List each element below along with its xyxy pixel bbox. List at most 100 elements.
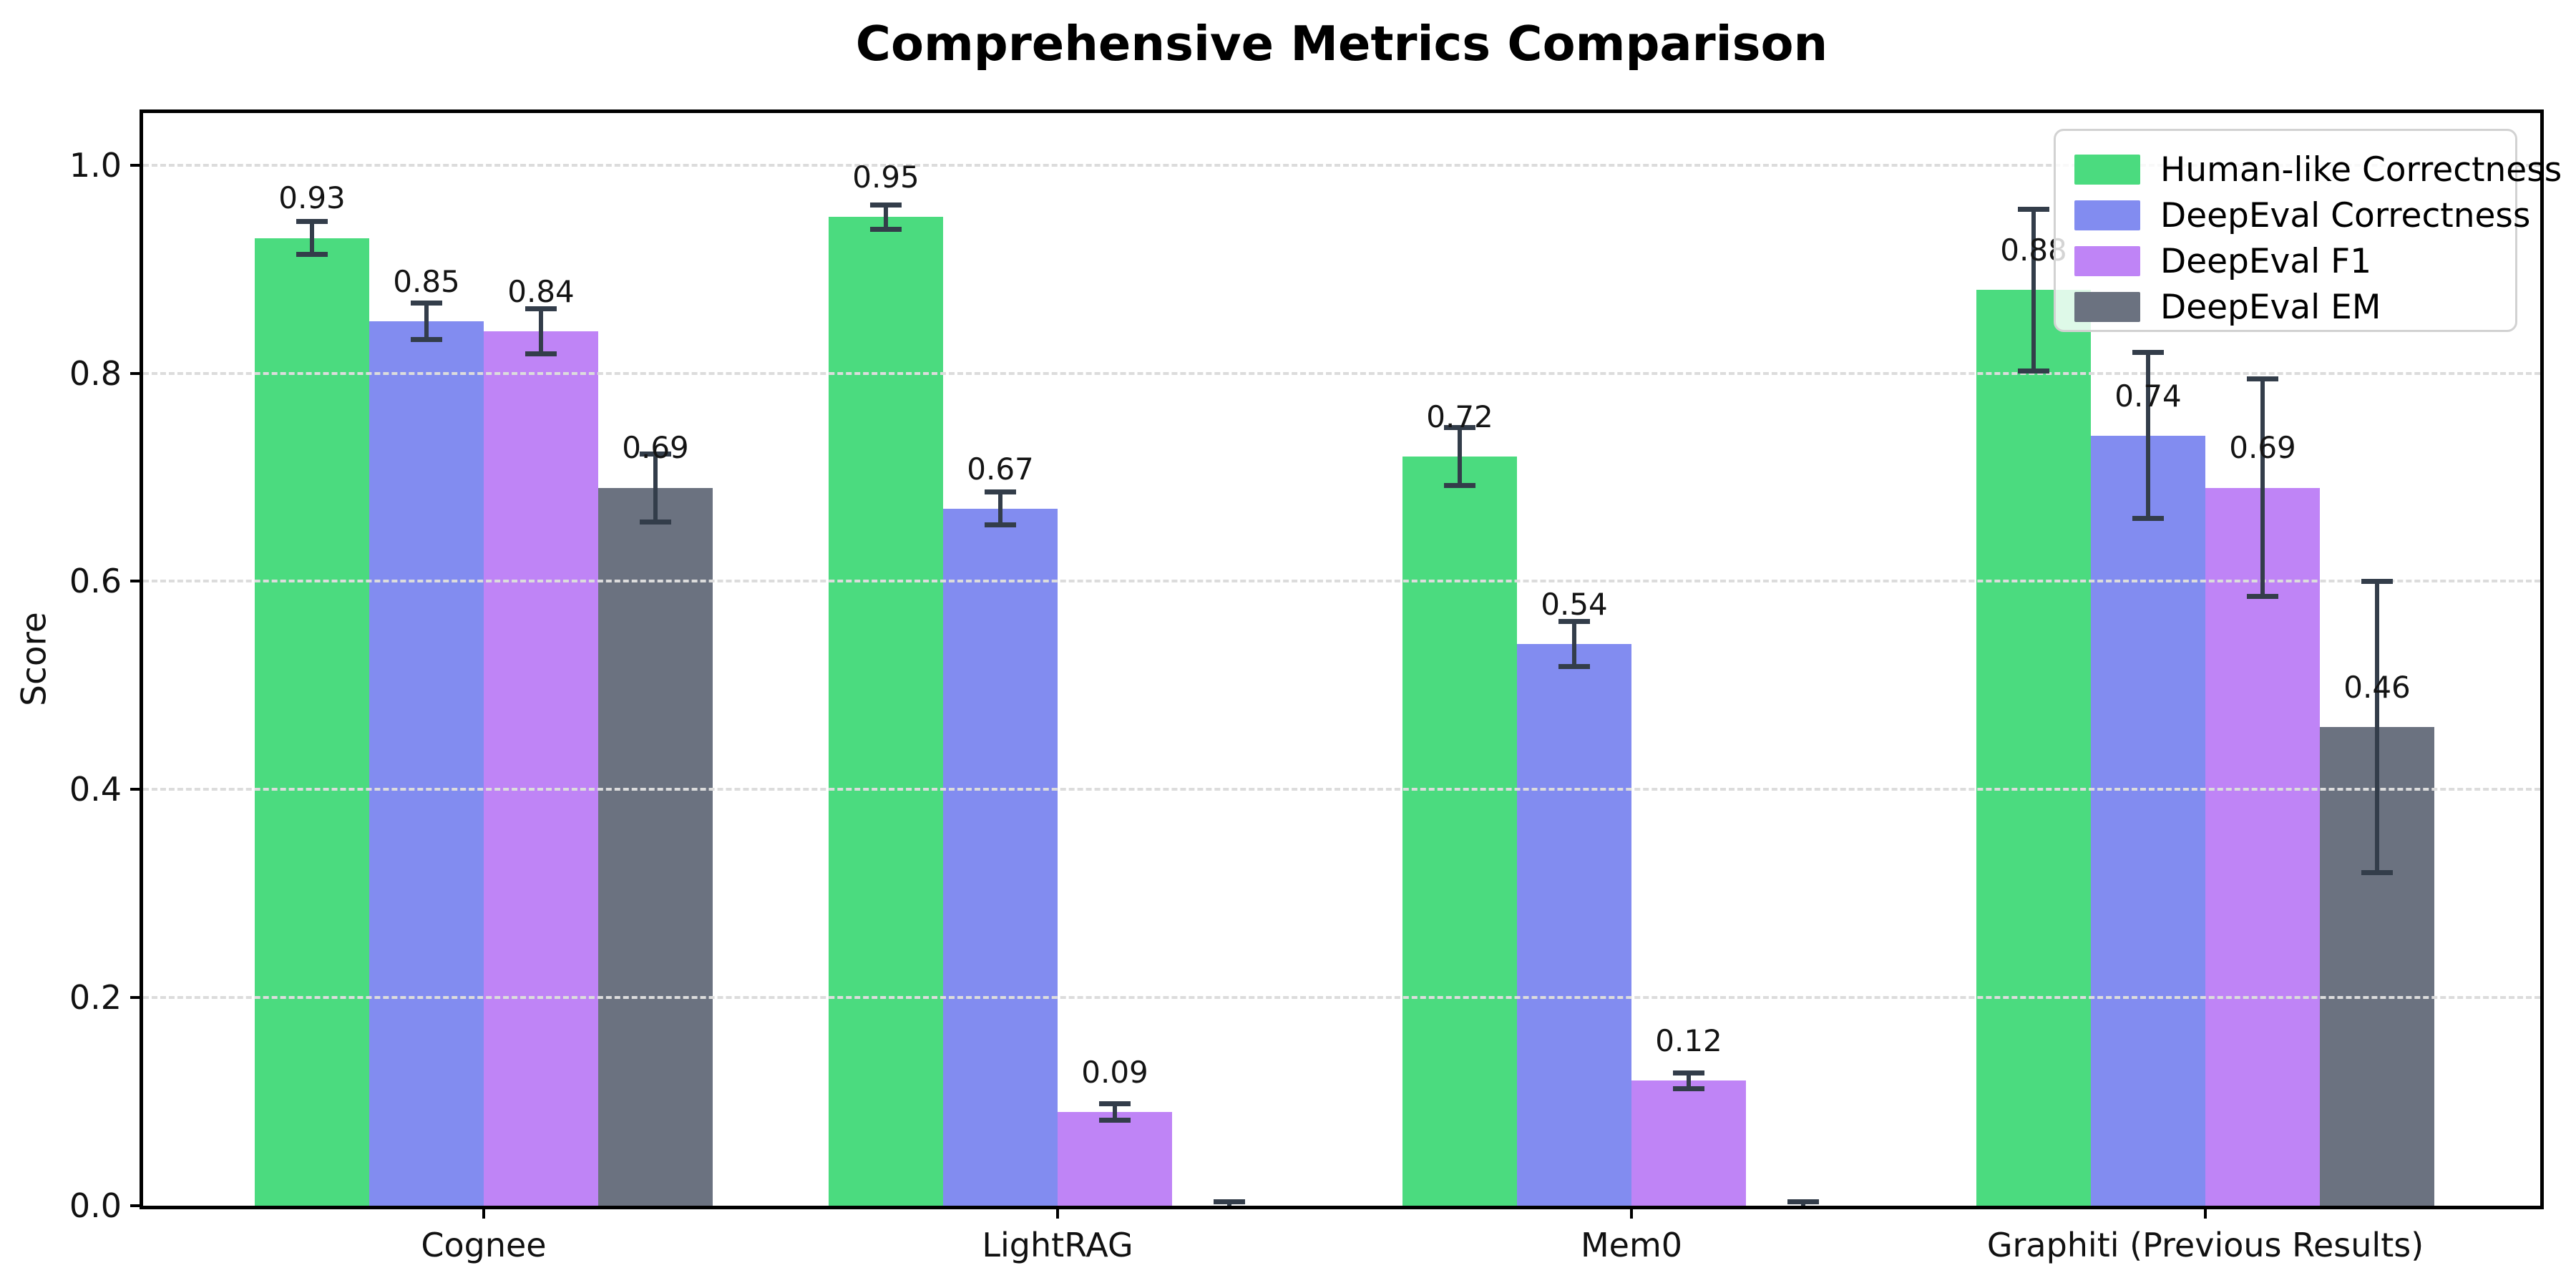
y-tick-mark bbox=[130, 996, 143, 1000]
bar-value-label: 0.69 bbox=[622, 430, 689, 466]
error-bar bbox=[2375, 581, 2379, 873]
y-tick-label: 1.0 bbox=[69, 145, 122, 185]
error-bar bbox=[1687, 1072, 1691, 1090]
gridline bbox=[143, 996, 2540, 1000]
error-bar-cap bbox=[1673, 1070, 1704, 1075]
x-tick-mark bbox=[482, 1206, 485, 1219]
bar-value-label: 0.46 bbox=[2343, 669, 2411, 705]
y-tick-label: 0.2 bbox=[69, 978, 122, 1018]
error-bar bbox=[1113, 1103, 1117, 1121]
error-bar-cap bbox=[2132, 350, 2164, 356]
error-bar-cap bbox=[525, 351, 557, 357]
legend-label: Human-like Correctness bbox=[2160, 150, 2562, 190]
error-bar-cap bbox=[2247, 594, 2278, 600]
legend-item: DeepEval EM bbox=[2074, 284, 2515, 330]
y-tick-label: 0.6 bbox=[69, 562, 122, 601]
y-tick-mark bbox=[130, 1204, 143, 1207]
error-bar-cap bbox=[411, 337, 442, 343]
bar bbox=[1631, 1080, 1746, 1206]
error-bar-cap bbox=[985, 489, 1016, 495]
error-bar-cap bbox=[296, 251, 328, 257]
gridline bbox=[143, 580, 2540, 583]
legend-label: DeepEval EM bbox=[2160, 287, 2381, 327]
error-bar-cap bbox=[2018, 206, 2049, 212]
error-bar-cap bbox=[2132, 516, 2164, 522]
error-bar bbox=[310, 221, 314, 255]
error-bar bbox=[2260, 378, 2265, 597]
gridline bbox=[143, 788, 2540, 791]
legend-item: DeepEval F1 bbox=[2074, 238, 2515, 284]
error-bar bbox=[2031, 208, 2036, 371]
bar-value-label: 0.67 bbox=[967, 451, 1034, 487]
error-bar bbox=[2146, 352, 2150, 519]
legend-label: DeepEval F1 bbox=[2160, 241, 2372, 281]
gridline bbox=[143, 371, 2540, 375]
x-tick-label: Mem0 bbox=[1580, 1226, 1683, 1264]
error-bar-cap bbox=[985, 522, 1016, 527]
error-bar-cap bbox=[411, 300, 442, 306]
error-bar-cap bbox=[1214, 1199, 1245, 1205]
bar-value-label: 0.95 bbox=[852, 160, 919, 195]
bar-value-label: 0.09 bbox=[1081, 1055, 1148, 1091]
x-tick-mark bbox=[1630, 1206, 1633, 1219]
bar bbox=[255, 238, 369, 1206]
legend-item: Human-like Correctness bbox=[2074, 147, 2562, 192]
bar bbox=[598, 487, 713, 1206]
error-bar-cap bbox=[1787, 1199, 1819, 1205]
bar-value-label: 0.74 bbox=[2114, 378, 2182, 414]
error-bar-cap bbox=[296, 219, 328, 225]
bar bbox=[1976, 290, 2091, 1206]
bar bbox=[2091, 435, 2205, 1206]
bar bbox=[1402, 456, 1517, 1206]
error-bar-cap bbox=[870, 202, 902, 208]
error-bar-cap bbox=[1099, 1117, 1131, 1123]
y-tick-mark bbox=[130, 163, 143, 167]
legend-swatch bbox=[2074, 155, 2140, 185]
bar bbox=[2205, 487, 2320, 1206]
error-bar-cap bbox=[1444, 482, 1475, 488]
error-bar bbox=[1458, 427, 1462, 486]
error-bar-cap bbox=[1558, 663, 1590, 669]
error-bar bbox=[424, 302, 429, 341]
legend-swatch bbox=[2074, 292, 2140, 322]
y-tick-label: 0.8 bbox=[69, 353, 122, 393]
bar bbox=[943, 508, 1058, 1206]
bar-value-label: 0.72 bbox=[1426, 399, 1493, 434]
error-bar-cap bbox=[2018, 368, 2049, 374]
bar bbox=[829, 217, 943, 1206]
x-tick-label: Cognee bbox=[421, 1226, 547, 1264]
error-bar bbox=[884, 204, 888, 230]
error-bar bbox=[539, 308, 543, 355]
x-tick-mark bbox=[1056, 1206, 1059, 1219]
bar bbox=[1517, 643, 1631, 1206]
y-tick-label: 0.4 bbox=[69, 770, 122, 809]
error-bar-cap bbox=[2361, 579, 2393, 585]
error-bar-cap bbox=[640, 519, 671, 525]
error-bar-cap bbox=[1444, 425, 1475, 431]
error-bar bbox=[998, 492, 1002, 525]
x-tick-label: LightRAG bbox=[982, 1226, 1133, 1264]
y-tick-mark bbox=[130, 788, 143, 791]
bar bbox=[484, 331, 598, 1206]
error-bar-cap bbox=[1558, 618, 1590, 624]
error-bar-cap bbox=[2361, 869, 2393, 875]
bar-value-label: 0.85 bbox=[393, 263, 460, 299]
legend-item: DeepEval Correctness bbox=[2074, 192, 2530, 238]
top-spine bbox=[140, 109, 2544, 113]
bar-value-label: 0.12 bbox=[1655, 1023, 1722, 1059]
bar bbox=[1058, 1112, 1172, 1206]
error-bar-cap bbox=[870, 226, 902, 232]
right-spine bbox=[2540, 109, 2544, 1209]
legend: Human-like Correctness DeepEval Correctne… bbox=[2054, 129, 2562, 332]
x-tick-mark bbox=[2204, 1206, 2207, 1219]
bar-value-label: 0.69 bbox=[2229, 430, 2296, 466]
legend-label: DeepEval Correctness bbox=[2160, 195, 2531, 235]
chart-title: Comprehensive Metrics Comparison bbox=[855, 16, 1828, 72]
y-tick-label: 0.0 bbox=[69, 1186, 122, 1225]
bar-value-label: 0.84 bbox=[507, 274, 575, 310]
error-bar bbox=[1572, 620, 1576, 667]
error-bar-cap bbox=[640, 451, 671, 457]
legend-swatch bbox=[2074, 200, 2140, 230]
